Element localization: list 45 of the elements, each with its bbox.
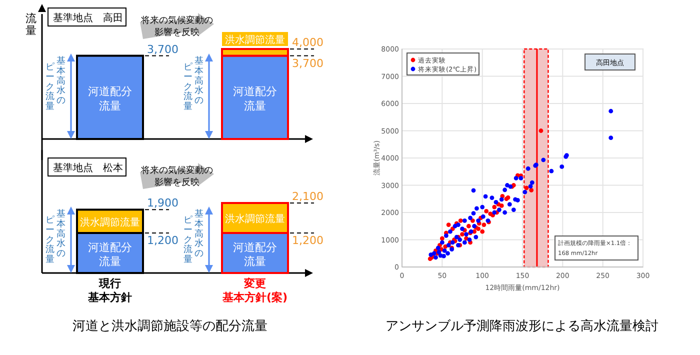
- point: [484, 208, 489, 214]
- text: 流量: [26, 12, 36, 38]
- point: [524, 186, 529, 190]
- point: [482, 222, 486, 227]
- text: 洪水調節流量: [225, 214, 285, 225]
- series-label: 河道配分流量: [88, 240, 132, 268]
- point: [460, 232, 464, 236]
- total-label: 1,900: [147, 196, 178, 210]
- x-tick-label: 現行基本方針: [87, 277, 132, 304]
- text: 河道配分: [233, 85, 277, 98]
- point: [538, 128, 544, 133]
- annotation: 基本高水の: [56, 56, 66, 106]
- annotation: 基本高水の: [194, 208, 204, 260]
- total-label: 2,100: [292, 190, 324, 203]
- series-label: 河道配分流量: [88, 85, 132, 112]
- data-label: 1,200: [147, 234, 178, 247]
- point: [440, 236, 444, 241]
- point: [492, 204, 497, 210]
- point: [446, 222, 451, 227]
- annotation: ピーク流量: [184, 214, 192, 266]
- total-label: 3,700: [147, 42, 178, 56]
- text: 河道配分流量: [233, 240, 277, 268]
- text: アンサンブル予測降雨波形による高水流量検討: [386, 318, 658, 334]
- point: [458, 218, 463, 223]
- text: 基準地点 高田: [53, 12, 123, 24]
- x-tick-label: 変更基本方針(案): [221, 277, 288, 304]
- text: 基準地点 松本: [53, 162, 123, 174]
- point: [470, 218, 475, 223]
- annotation: ピーク流量: [46, 214, 54, 266]
- point: [466, 224, 471, 228]
- text: 河道と洪水調節施設等の配分流量: [72, 318, 268, 334]
- point: [480, 229, 485, 234]
- total-label: 4,000: [292, 36, 324, 49]
- y-axis-title: 流量: [244, 99, 266, 112]
- annotation: ピーク流量: [46, 62, 54, 112]
- point: [499, 203, 504, 208]
- point: [529, 188, 534, 192]
- series-label: 洪水調節流量: [80, 216, 140, 228]
- annotation: 基本高水の: [194, 56, 204, 106]
- annotation: 基本高水の: [56, 208, 66, 260]
- data-label: 3,700: [292, 56, 324, 70]
- series-label: 洪水調節流量: [225, 34, 285, 46]
- point: [476, 226, 481, 232]
- data-label: 1,200: [292, 234, 324, 247]
- annotation: ピーク流量: [184, 62, 192, 112]
